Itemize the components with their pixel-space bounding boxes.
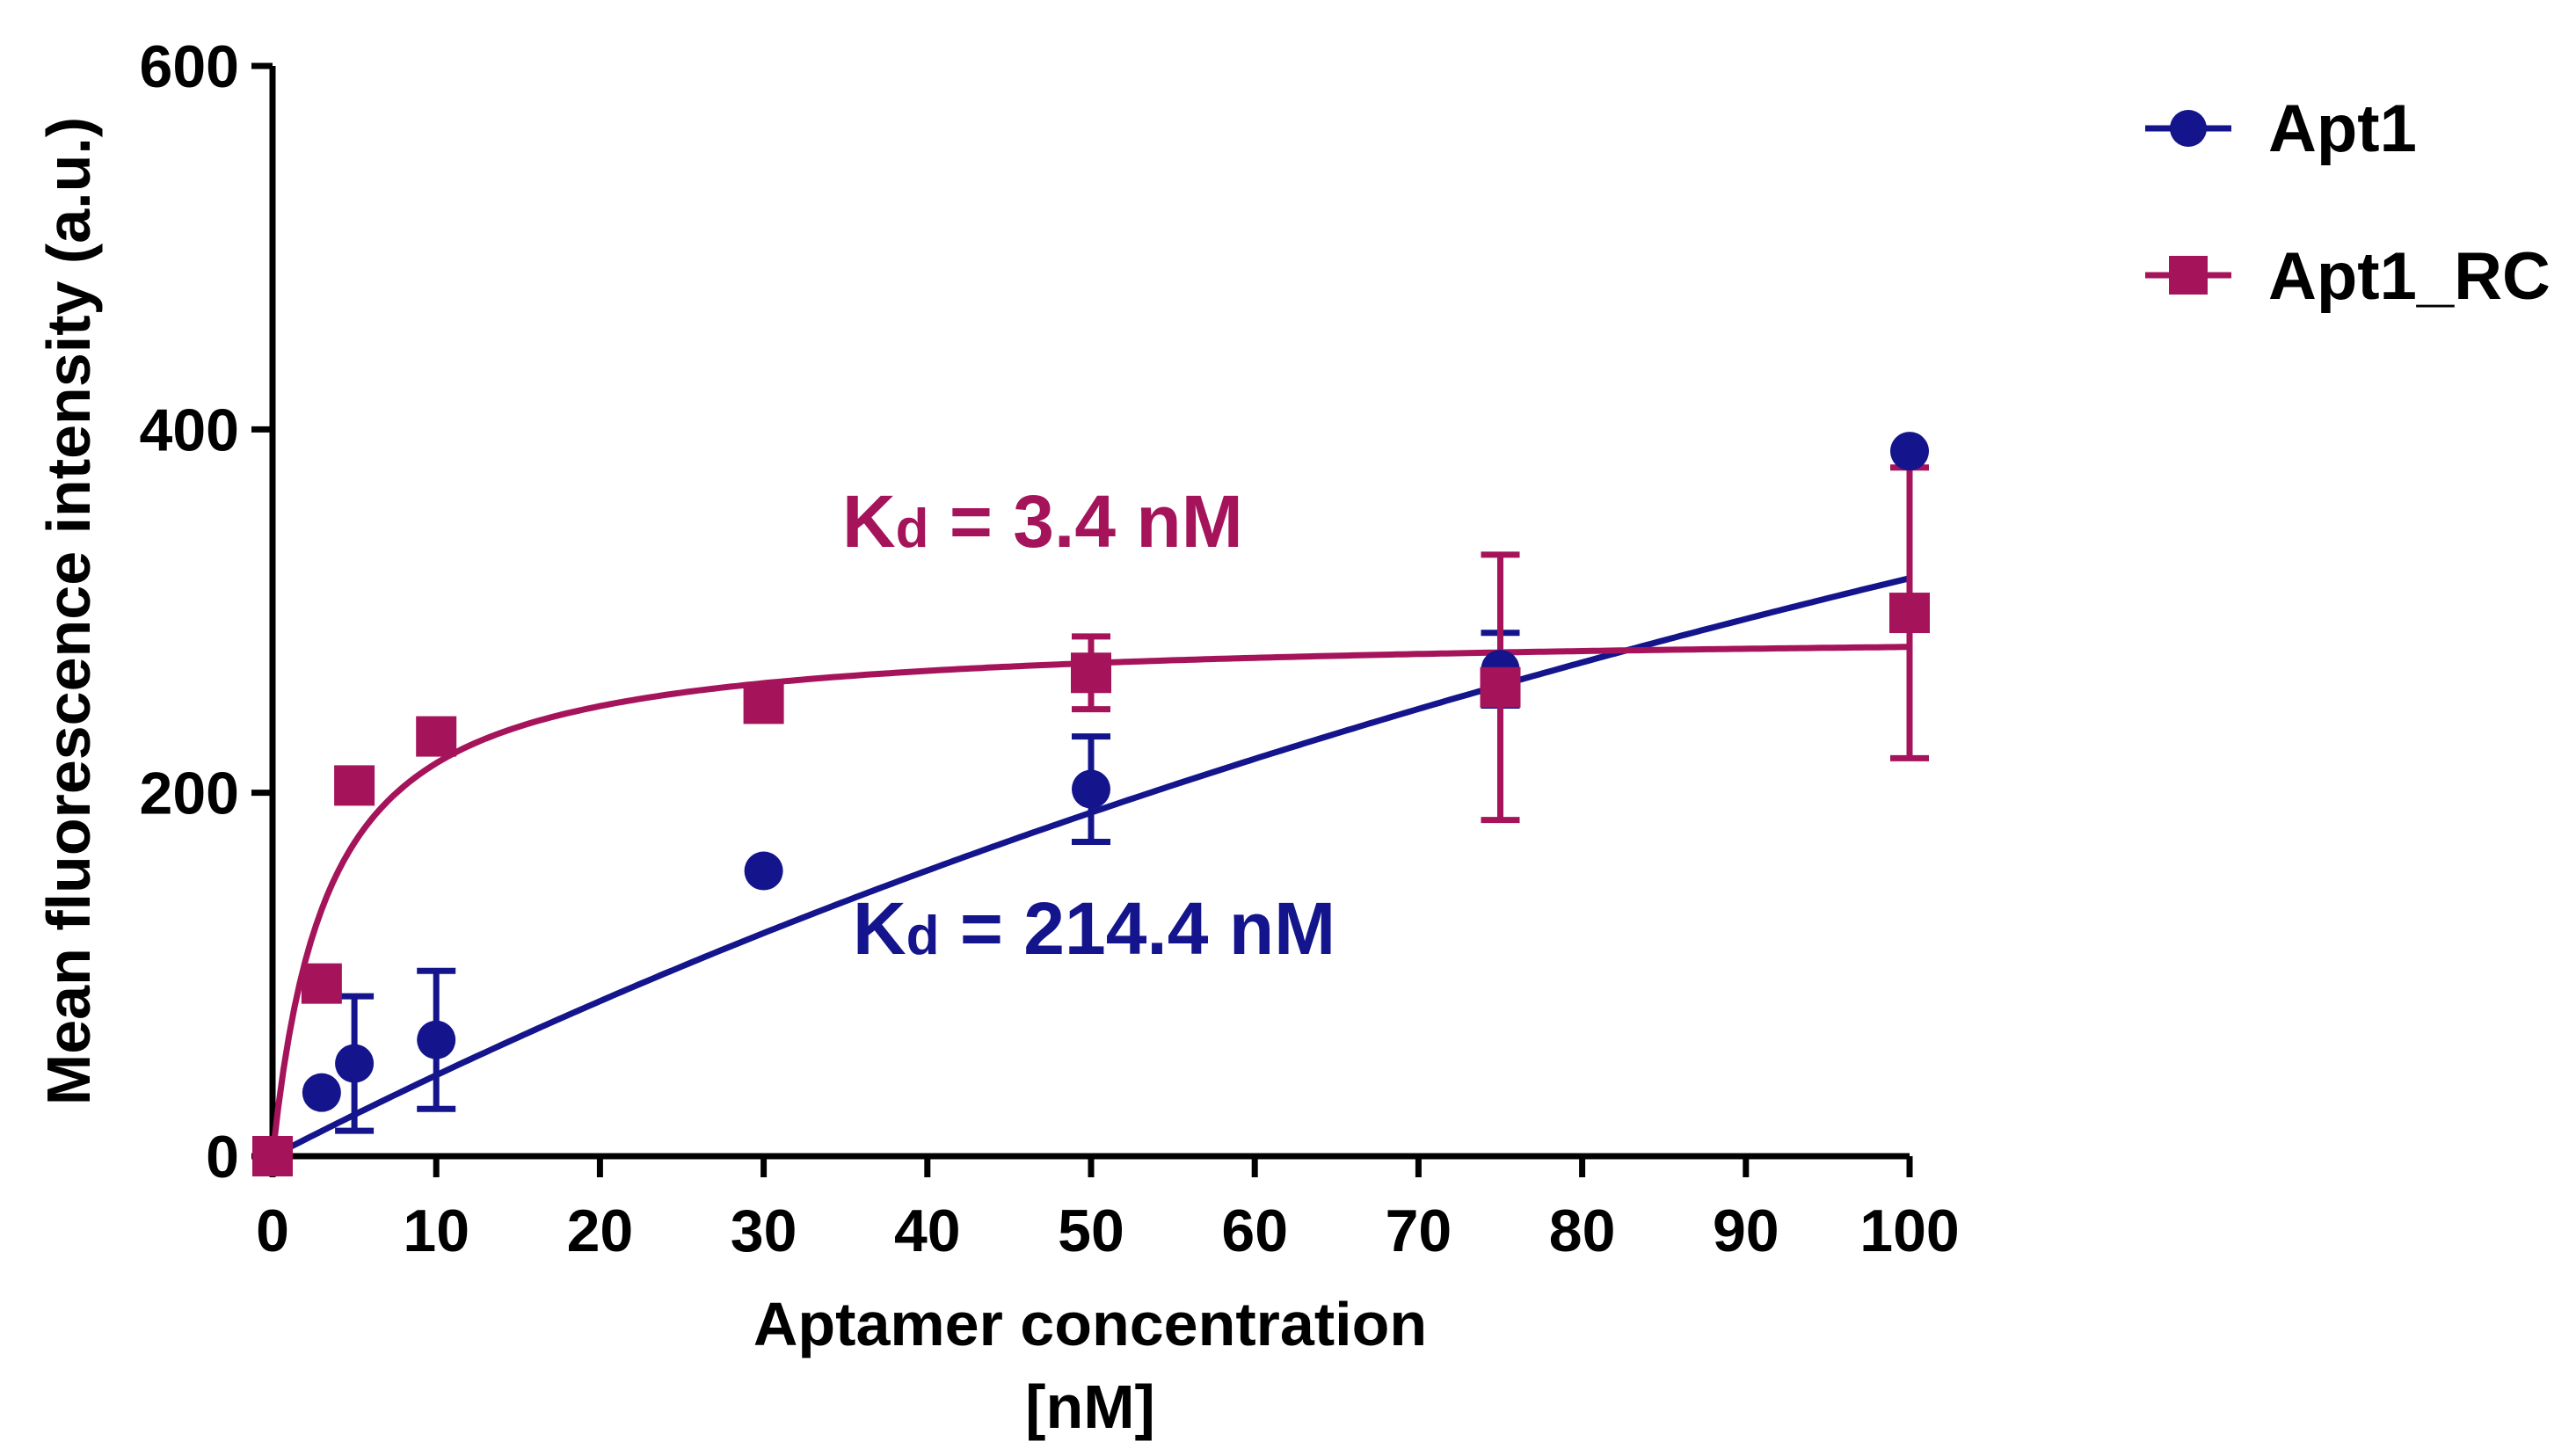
x-tick-label: 90 — [1713, 1198, 1779, 1264]
kd-sub: d — [896, 499, 929, 559]
y-tick-label: 600 — [140, 33, 239, 100]
x-tick-label: 50 — [1058, 1198, 1124, 1264]
legend-apt1-label: Apt1 — [2268, 91, 2417, 166]
legend-apt1-rc-label: Apt1_RC — [2268, 239, 2551, 314]
kd-annotation-apt1-rc: Kd = 3.4 nM — [842, 480, 1243, 563]
data-point-apt1 — [1890, 432, 1929, 471]
y-axis-title: Mean fluorescence intensity (a.u.) — [34, 117, 103, 1105]
y-tick-label: 400 — [140, 397, 239, 463]
data-point-apt1-rc — [301, 963, 342, 1004]
x-tick-label: 30 — [731, 1198, 797, 1264]
kd-main: K — [842, 480, 896, 563]
kd-value: = 3.4 nM — [929, 480, 1243, 563]
x-tick-label: 80 — [1549, 1198, 1616, 1264]
y-tick-label: 200 — [140, 761, 239, 827]
x-tick-label: 70 — [1386, 1198, 1452, 1264]
legend-apt1-marker — [2170, 110, 2207, 147]
x-axis-title: Aptamer concentration — [753, 1290, 1427, 1358]
data-point-apt1-rc — [1071, 652, 1111, 694]
data-point-apt1-rc — [1480, 666, 1521, 708]
data-point-apt1 — [417, 1020, 456, 1059]
data-point-apt1 — [1072, 769, 1110, 809]
x-tick-label: 10 — [403, 1198, 469, 1264]
x-tick-label: 0 — [256, 1198, 289, 1264]
data-points — [252, 432, 1930, 1176]
data-point-apt1-rc — [334, 765, 375, 806]
data-point-apt1 — [744, 851, 783, 891]
y-tick-label: 0 — [206, 1124, 239, 1190]
axis-ticks: 0 10 20 30 40 50 60 70 80 90 100 0 200 400 600 — [140, 33, 1960, 1264]
data-point-apt1 — [335, 1044, 375, 1083]
data-point-apt1-rc — [743, 683, 784, 724]
x-axis-unit: [nM] — [1025, 1372, 1155, 1441]
x-tick-label: 100 — [1859, 1198, 1959, 1264]
data-point-apt1-rc — [1889, 593, 1930, 634]
kd-sub: d — [906, 906, 940, 966]
kd-annotation-apt1: Kd = 214.4 nM — [853, 887, 1335, 970]
x-tick-label: 20 — [567, 1198, 634, 1264]
data-point-apt1-rc — [252, 1136, 293, 1176]
x-tick-label: 60 — [1221, 1198, 1288, 1264]
data-point-apt1-rc — [416, 716, 457, 757]
kd-main: K — [853, 887, 906, 970]
kd-value: = 214.4 nM — [940, 887, 1336, 970]
legend: Apt1 Apt1_RC — [2145, 91, 2551, 314]
data-point-apt1 — [302, 1073, 341, 1112]
x-tick-label: 40 — [894, 1198, 961, 1264]
legend-apt1-rc-marker — [2169, 256, 2208, 295]
